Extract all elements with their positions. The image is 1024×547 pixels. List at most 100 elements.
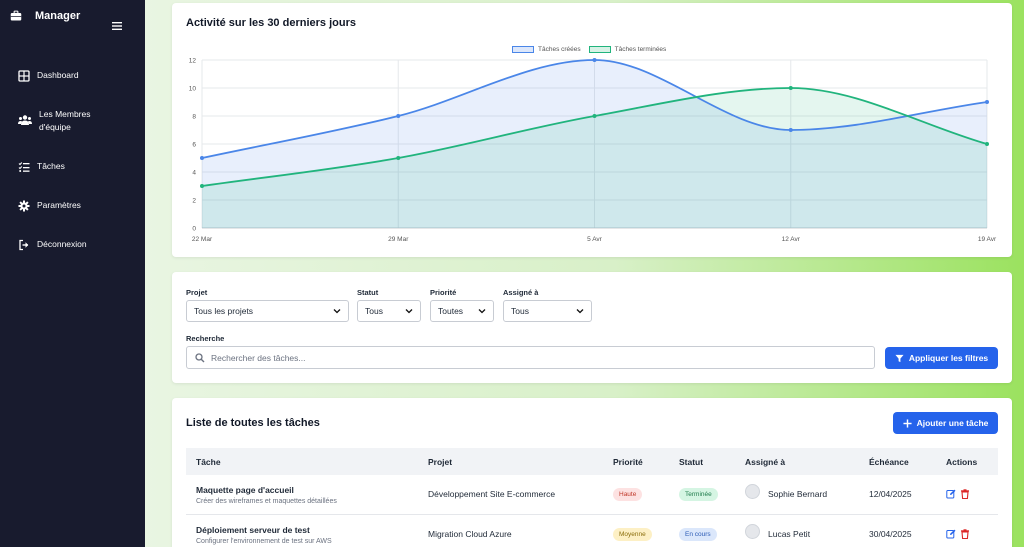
chevron-down-icon (478, 309, 486, 314)
x-tick-label: 22 Mar (192, 236, 213, 243)
chevron-down-icon (333, 309, 341, 314)
column-header-due-date[interactable]: Échéance (869, 457, 909, 467)
sidebar-item-team-members[interactable]: Les Membres d'équipe (0, 108, 127, 134)
users-icon (18, 115, 32, 125)
x-tick-label: 5 Avr (587, 236, 603, 243)
task-assignee: Lucas Petit (768, 529, 811, 539)
filter-icon (895, 354, 904, 362)
add-task-button[interactable]: Ajouter une tâche (893, 412, 998, 434)
data-point[interactable] (592, 114, 597, 118)
column-header-task[interactable]: Tâche (196, 457, 221, 467)
table-row[interactable]: Maquette page d'accueil Créer des wirefr… (186, 475, 998, 515)
task-project: Développement Site E-commerce (428, 489, 556, 499)
task-name: Déploiement serveur de test (196, 525, 310, 535)
sidebar-item-label: Les Membres d'équipe (39, 109, 91, 132)
sidebar-item-dashboard[interactable]: Dashboard (0, 69, 97, 82)
avatar (745, 484, 760, 499)
y-tick-label: 8 (192, 114, 196, 121)
task-name: Maquette page d'accueil (196, 485, 294, 495)
legend-item-completed[interactable]: Tâches terminées (588, 46, 667, 53)
menu-toggle-icon[interactable] (111, 20, 123, 32)
sidebar-item-settings[interactable]: Paramètres (0, 199, 99, 212)
search-input[interactable] (211, 352, 851, 363)
sidebar: Manager Dashboard Les Membres d'équip (0, 0, 145, 547)
dashboard-icon (18, 70, 30, 82)
activity-chart: 0 2 4 6 8 10 12 22 Mar 29 Mar 5 Avr 12 Avr 19 Avr (189, 58, 997, 244)
sidebar-item-logout[interactable]: Déconnexion (0, 238, 105, 251)
data-point[interactable] (788, 128, 793, 132)
project-filter-value: Tous les projets (194, 306, 254, 316)
add-task-label: Ajouter une tâche (916, 418, 989, 428)
sidebar-item-label: Tâches (37, 161, 65, 171)
search-label: Recherche (186, 334, 225, 343)
y-tick-label: 6 (192, 142, 196, 149)
status-filter-value: Tous (365, 306, 383, 316)
column-header-project[interactable]: Projet (428, 457, 453, 467)
legend-item-created[interactable]: Tâches créées (512, 46, 581, 53)
data-point[interactable] (985, 142, 989, 146)
edit-icon[interactable] (946, 529, 956, 539)
y-tick-label: 10 (189, 86, 197, 93)
brand-title: Manager (35, 10, 81, 22)
series-area-1 (202, 88, 987, 228)
y-tick-label: 4 (192, 170, 196, 177)
task-description: Configurer l'environnement de test sur A… (196, 538, 332, 545)
chevron-down-icon (576, 309, 584, 314)
priority-badge: Haute (613, 488, 643, 501)
status-badge: Terminée (679, 488, 718, 501)
y-tick-label: 12 (189, 58, 197, 65)
column-header-assignee[interactable]: Assigné à (745, 457, 786, 467)
x-tick-label: 19 Avr (978, 236, 997, 243)
data-point[interactable] (200, 156, 204, 160)
data-point[interactable] (200, 184, 204, 188)
assignee-filter-label: Assigné à (503, 288, 539, 297)
table-row[interactable]: Déploiement serveur de test Configurer l… (186, 515, 998, 547)
delete-icon[interactable] (960, 489, 970, 499)
column-header-status[interactable]: Statut (679, 457, 704, 467)
search-field (186, 346, 875, 369)
sidebar-item-label: Paramètres (37, 200, 81, 210)
task-due-date: 12/04/2025 (869, 489, 912, 499)
status-filter-select[interactable]: Tous (357, 300, 421, 322)
tasks-title: Liste de toutes les tâches (186, 417, 320, 429)
search-icon (195, 352, 205, 362)
legend-swatch (512, 46, 534, 53)
y-tick-label: 0 (192, 226, 196, 233)
tasks-card: Liste de toutes les tâches Ajouter une t… (172, 398, 1012, 547)
apply-filters-button[interactable]: Appliquer les filtres (885, 347, 998, 369)
edit-icon[interactable] (946, 489, 956, 499)
table-header: Tâche Projet Priorité Statut Assigné à É… (186, 448, 998, 475)
priority-filter-value: Toutes (438, 306, 464, 316)
column-header-actions: Actions (946, 457, 978, 467)
delete-icon[interactable] (960, 529, 970, 539)
chart-title: Activité sur les 30 derniers jours (186, 17, 356, 29)
assignee-filter-select[interactable]: Tous (503, 300, 592, 322)
legend-label: Tâches terminées (614, 46, 667, 53)
chart-legend: Tâches créées Tâches terminées (512, 46, 666, 53)
assignee-filter-value: Tous (511, 306, 529, 316)
sidebar-item-tasks[interactable]: Tâches (0, 160, 83, 173)
status-badge: En cours (679, 528, 717, 541)
sidebar-item-label: Déconnexion (37, 239, 87, 249)
project-filter-select[interactable]: Tous les projets (186, 300, 349, 322)
x-tick-label: 29 Mar (388, 236, 409, 243)
priority-badge: Moyenne (613, 528, 652, 541)
data-point[interactable] (788, 86, 793, 90)
gear-icon (18, 200, 30, 212)
logout-icon (19, 239, 29, 251)
task-description: Créer des wireframes et maquettes détail… (196, 498, 337, 505)
tasks-icon (18, 162, 30, 172)
filters-card: Projet Tous les projets Statut Tous Prio… (172, 272, 1012, 383)
chevron-down-icon (405, 309, 413, 314)
legend-swatch (588, 46, 611, 53)
priority-filter-select[interactable]: Toutes (430, 300, 494, 322)
column-header-priority[interactable]: Priorité (613, 457, 643, 467)
data-point[interactable] (985, 100, 989, 104)
apply-filters-label: Appliquer les filtres (908, 353, 989, 363)
data-point[interactable] (396, 114, 401, 118)
data-point[interactable] (592, 58, 597, 62)
data-point[interactable] (396, 156, 401, 160)
project-filter-label: Projet (186, 288, 208, 297)
plus-icon (903, 418, 912, 428)
task-assignee: Sophie Bernard (768, 489, 828, 499)
